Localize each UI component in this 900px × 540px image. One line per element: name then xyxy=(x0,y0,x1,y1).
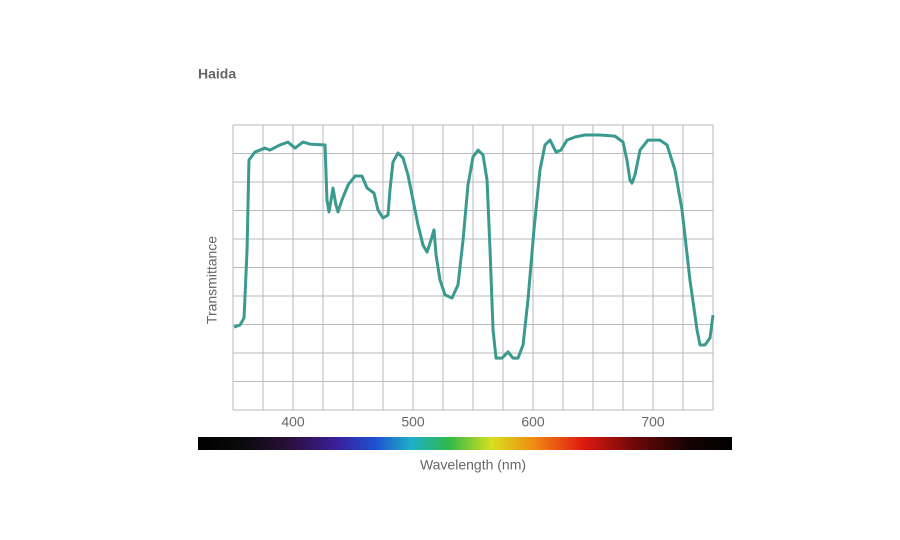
x-tick-label: 600 xyxy=(521,414,545,430)
x-tick-label: 400 xyxy=(281,414,305,430)
x-axis-label: Wavelength (nm) xyxy=(420,457,526,473)
x-tick-label: 700 xyxy=(641,414,665,430)
x-tick-label: 500 xyxy=(401,414,425,430)
transmittance-line xyxy=(233,133,715,360)
spectrum-bar xyxy=(198,437,732,450)
chart-title: Haida xyxy=(198,66,236,82)
y-axis-label: Transmittance xyxy=(204,236,220,324)
